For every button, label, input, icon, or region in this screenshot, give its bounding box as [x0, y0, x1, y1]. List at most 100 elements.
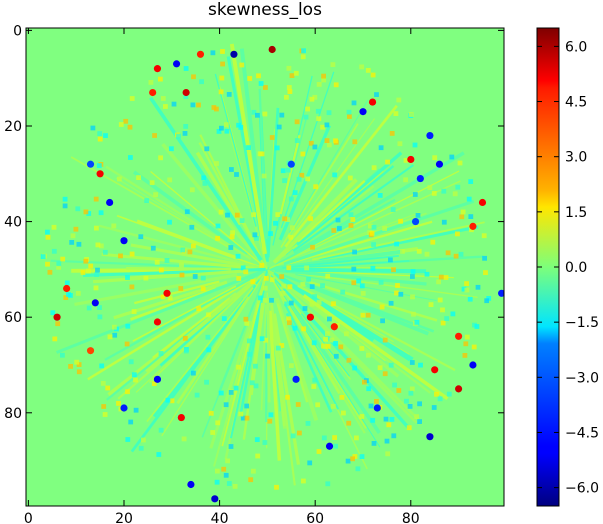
- speckle: [214, 106, 219, 112]
- colorbar-tick-label: 3.0: [565, 150, 587, 166]
- streak: [101, 252, 266, 271]
- speckle: [244, 403, 250, 409]
- speckle: [138, 445, 144, 451]
- colorbar-tick-label: 0.0: [565, 260, 587, 276]
- heatmap-point: [431, 366, 439, 374]
- streak: [74, 273, 238, 307]
- speckle: [243, 316, 249, 322]
- heatmap-point: [268, 45, 276, 54]
- speckle: [449, 154, 455, 160]
- speckle: [359, 283, 365, 289]
- speckle: [382, 337, 388, 343]
- speckle: [312, 94, 318, 100]
- heatmap-point: [435, 160, 444, 168]
- heatmap-point: [211, 495, 219, 503]
- speckle: [68, 364, 73, 369]
- speckle: [309, 301, 315, 307]
- speckle: [286, 316, 292, 322]
- speckle: [340, 289, 346, 295]
- speckle: [431, 405, 437, 410]
- streak: [280, 71, 335, 229]
- speckle: [200, 286, 206, 292]
- speckle: [354, 435, 359, 441]
- speckle: [62, 203, 68, 209]
- speckle: [325, 273, 331, 279]
- speckle: [221, 466, 227, 472]
- speckle: [125, 275, 130, 280]
- speckle: [129, 96, 135, 101]
- speckle: [201, 175, 207, 181]
- streak: [287, 285, 400, 378]
- speckle: [285, 167, 291, 173]
- speckle: [94, 225, 99, 231]
- speckle: [221, 316, 227, 321]
- speckle: [287, 89, 293, 94]
- speckle: [406, 425, 412, 431]
- speckle: [286, 265, 292, 271]
- speckle: [325, 481, 331, 487]
- x-tick-label: 0: [24, 511, 33, 524]
- speckle: [287, 320, 292, 326]
- speckle: [409, 386, 415, 392]
- speckle: [409, 360, 415, 365]
- speckle: [223, 472, 229, 478]
- speckle: [125, 389, 130, 395]
- speckle: [40, 254, 46, 259]
- heatmap-point: [469, 361, 477, 369]
- speckle: [462, 353, 468, 358]
- streak: [268, 310, 282, 461]
- speckle: [50, 310, 56, 316]
- speckle: [111, 223, 117, 229]
- speckle: [309, 96, 315, 102]
- speckle: [262, 285, 268, 291]
- speckle: [455, 184, 461, 190]
- speckle: [216, 129, 222, 134]
- speckle: [136, 175, 141, 180]
- speckle: [263, 85, 268, 90]
- speckle: [279, 112, 285, 118]
- speckle: [320, 283, 325, 289]
- speckle: [268, 231, 273, 236]
- speckle: [282, 178, 287, 183]
- speckle: [275, 212, 281, 217]
- speckle: [247, 76, 253, 81]
- speckle: [228, 390, 234, 395]
- speckle: [355, 466, 361, 472]
- speckle: [374, 399, 379, 404]
- speckle: [346, 357, 352, 363]
- speckle: [224, 122, 229, 127]
- heatmap-point: [182, 88, 190, 97]
- speckle: [189, 224, 195, 230]
- speckle: [404, 398, 409, 404]
- speckle: [169, 398, 175, 404]
- speckle: [356, 278, 362, 284]
- speckle: [296, 176, 302, 182]
- speckle: [481, 233, 487, 239]
- speckle: [337, 226, 342, 231]
- speckle: [350, 456, 355, 462]
- speckle: [307, 460, 313, 466]
- speckle: [229, 234, 235, 240]
- speckle: [103, 133, 108, 138]
- speckle: [297, 430, 302, 436]
- heatmap-point: [63, 284, 71, 293]
- speckle: [398, 291, 404, 297]
- heatmap-point: [426, 433, 434, 441]
- speckle: [230, 230, 235, 236]
- speckle: [262, 440, 268, 445]
- speckle: [384, 438, 390, 444]
- heatmap-point: [455, 332, 463, 340]
- speckle: [386, 422, 392, 428]
- streak: [132, 170, 249, 257]
- speckle: [236, 276, 242, 281]
- speckle: [382, 371, 388, 377]
- heatmap-point: [426, 131, 434, 140]
- speckle: [412, 192, 418, 197]
- speckle: [159, 267, 164, 273]
- speckle: [324, 138, 330, 143]
- speckle: [441, 219, 447, 225]
- speckle: [286, 85, 292, 90]
- speckle: [215, 223, 221, 229]
- speckle: [251, 109, 257, 115]
- speckle: [301, 478, 306, 484]
